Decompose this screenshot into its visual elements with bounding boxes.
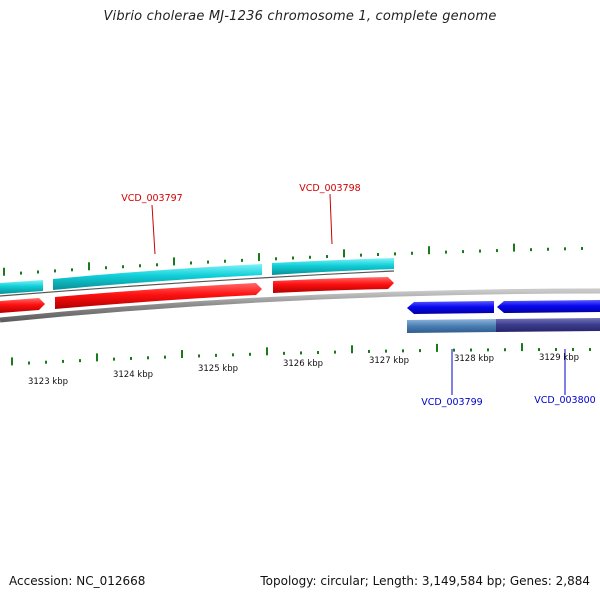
gene-label-VCD_003797[interactable]: VCD_003797 (121, 193, 182, 204)
outer-tick-marks (3, 243, 583, 276)
forward-sim-segment-1[interactable] (53, 264, 262, 290)
map-title: Vibrio cholerae MJ-1236 chromosome 1, co… (103, 9, 497, 24)
kbp-label-3129: 3129 kbp (539, 353, 579, 363)
gene-label-VCD_003799[interactable]: VCD_003799 (421, 397, 482, 408)
reverse-sim-segment-2[interactable] (496, 318, 600, 332)
label-leader-VCD_003798 (329, 193, 333, 245)
kbp-label-3128: 3128 kbp (454, 354, 494, 364)
kbp-label-3126: 3126 kbp (283, 359, 323, 369)
kbp-label-3123: 3123 kbp (28, 377, 68, 387)
genome-summary-text: Topology: circular; Length: 3,149,584 bp… (260, 574, 590, 588)
label-leader-VCD_003797 (151, 204, 156, 255)
kbp-label-3127: 3127 kbp (369, 356, 409, 366)
kbp-label-3124: 3124 kbp (113, 370, 153, 380)
forward-sim-segment-2[interactable] (272, 258, 394, 275)
forward-sim-segment-left[interactable] (0, 280, 43, 294)
reverse-cds-VCD_003800[interactable] (497, 300, 600, 313)
forward-sim-baseline (0, 270, 395, 297)
forward-cds-VCD_003797[interactable] (55, 283, 262, 309)
forward-cds-VCD_003798[interactable] (273, 277, 394, 293)
forward-cds-partial[interactable] (0, 298, 45, 313)
gene-label-VCD_003800[interactable]: VCD_003800 (534, 395, 595, 406)
reverse-sim-segment-1[interactable] (407, 319, 496, 333)
genome-backbone (0, 288, 600, 323)
reverse-cds-VCD_003799[interactable] (407, 301, 494, 314)
inner-tick-marks (11, 343, 591, 366)
gene-label-VCD_003798[interactable]: VCD_003798 (299, 183, 360, 194)
accession-text: Accession: NC_012668 (9, 574, 146, 588)
kbp-label-3125: 3125 kbp (198, 364, 238, 374)
